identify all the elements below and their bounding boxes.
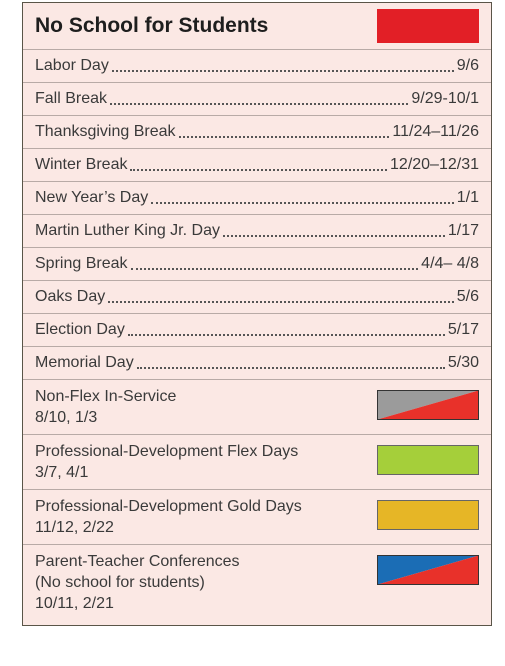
holiday-name: New Year’s Day [35,189,149,206]
holiday-row: Martin Luther King Jr. Day 1/17 [23,215,491,248]
legend-item: Non-Flex In-Service 8/10, 1/3 [23,380,491,435]
holiday-dates: 1/17 [447,222,479,239]
holiday-dates: 1/1 [456,189,479,206]
legend-label: Non-Flex In-Service [35,388,177,405]
legend-dates: 8/10, 1/3 [35,409,98,426]
holiday-dates: 4/4– 4/8 [421,255,479,272]
holiday-name: Memorial Day [35,354,134,371]
holiday-row: Memorial Day 5/30 [23,347,491,380]
legend-item: Professional-Development Gold Days 11/12,… [23,490,491,545]
dot-leader [151,202,454,204]
holiday-name: Martin Luther King Jr. Day [35,222,220,239]
holiday-dates: 5/6 [456,288,479,305]
holiday-row: Election Day 5/17 [23,314,491,347]
color-swatch [377,9,479,43]
holiday-list: Labor Day 9/6 Fall Break 9/29-10/1 Thanksgiv… [23,50,491,380]
holiday-row: Thanksgiving Break 11/24–11/26 [23,116,491,149]
holiday-row: Spring Break 4/4– 4/8 [23,248,491,281]
holiday-name: Fall Break [35,90,108,107]
holiday-dates: 11/24–11/26 [392,123,479,140]
swatch-bottom [377,555,479,585]
swatch-fill [377,500,479,530]
swatch-border [377,390,479,420]
legend-label: Parent-Teacher Conferences [35,553,240,570]
legend-dates: 3/7, 4/1 [35,464,89,481]
holiday-dates: 5/30 [447,354,479,371]
legend: Non-Flex In-Service 8/10, 1/3 Professional… [23,380,491,620]
holiday-row: Winter Break 12/20–12/31 [23,149,491,182]
dot-leader [222,235,445,237]
holiday-name: Oaks Day [35,288,106,305]
dot-leader [127,334,445,336]
dot-leader [108,301,454,303]
legend-text: Parent-Teacher Conferences (No school for… [35,551,240,614]
holiday-name: Thanksgiving Break [35,123,176,140]
legend-swatch [377,500,479,530]
header: No School for Students [23,3,491,50]
legend-label: Professional-Development Gold Days [35,498,302,515]
holiday-dates: 5/17 [447,321,479,338]
legend-swatch [377,390,479,420]
dot-leader [136,367,445,369]
legend-swatch [377,555,479,585]
legend-note: (No school for students) [35,574,205,591]
legend-item: Professional-Development Flex Days 3/7, 4… [23,435,491,490]
title: No School for Students [35,14,269,37]
dot-leader [111,70,454,72]
legend-swatch [377,445,479,475]
legend-text: Professional-Development Gold Days 11/12,… [35,496,302,538]
holiday-dates: 9/6 [456,57,479,74]
dot-leader [130,169,388,171]
legend-item: Parent-Teacher Conferences (No school for… [23,545,491,620]
legend-text: Professional-Development Flex Days 3/7, 4… [35,441,298,483]
calendar-card: No School for Students Labor Day 9/6 Fall … [22,2,492,626]
legend-text: Non-Flex In-Service 8/10, 1/3 [35,386,176,428]
holiday-row: New Year’s Day 1/1 [23,182,491,215]
swatch-bottom [377,390,479,420]
holiday-dates: 9/29-10/1 [411,90,479,107]
holiday-name: Spring Break [35,255,128,272]
holiday-row: Fall Break 9/29-10/1 [23,83,491,116]
holiday-name: Labor Day [35,57,109,74]
swatch-border [377,555,479,585]
dot-leader [110,103,409,105]
holiday-dates: 12/20–12/31 [390,156,479,173]
dot-leader [178,136,390,138]
dot-leader [130,268,419,270]
swatch-fill [377,445,479,475]
holiday-name: Election Day [35,321,125,338]
legend-dates: 11/12, 2/22 [35,519,114,536]
legend-label: Professional-Development Flex Days [35,443,299,460]
holiday-row: Labor Day 9/6 [23,50,491,83]
holiday-name: Winter Break [35,156,128,173]
legend-dates: 10/11, 2/21 [35,595,114,612]
holiday-row: Oaks Day 5/6 [23,281,491,314]
